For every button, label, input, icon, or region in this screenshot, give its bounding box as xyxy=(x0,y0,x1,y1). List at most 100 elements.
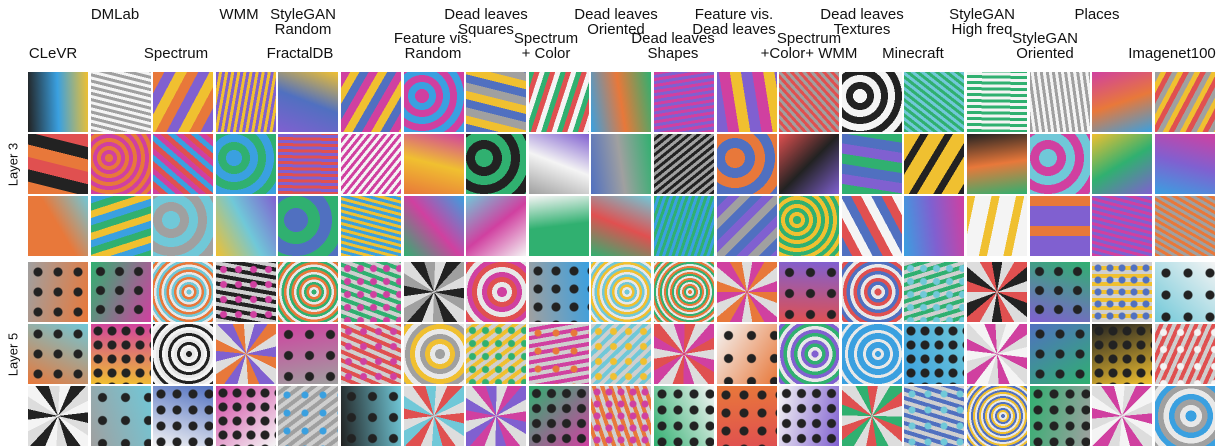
visualization-tile xyxy=(404,262,464,322)
column-header-top-2: StyleGAN Random xyxy=(270,7,336,37)
visualization-tile xyxy=(904,324,964,384)
header-line: Oriented xyxy=(587,21,645,38)
visualization-tile xyxy=(404,134,464,194)
visualization-tile xyxy=(404,324,464,384)
visualization-tile xyxy=(1030,72,1090,132)
visualization-tile xyxy=(591,196,651,256)
visualization-tile xyxy=(466,134,526,194)
visualization-tile xyxy=(341,324,401,384)
header-line: Imagenet100 xyxy=(1128,45,1216,62)
visualization-tile xyxy=(278,262,338,322)
visualization-tile xyxy=(1030,134,1090,194)
header-line: High freq xyxy=(951,21,1013,38)
visualization-tile xyxy=(654,324,714,384)
visualization-tile xyxy=(28,134,88,194)
visualization-tile xyxy=(591,324,651,384)
visualization-tile xyxy=(1030,196,1090,256)
header-line: FractalDB xyxy=(266,45,334,62)
visualization-tile xyxy=(216,134,276,194)
header-line: Oriented xyxy=(1016,45,1074,62)
visualization-tile xyxy=(529,196,589,256)
header-line: Dead leaves xyxy=(574,6,658,23)
visualization-tile xyxy=(91,262,151,322)
column-header-bottom-9: Imagenet100 xyxy=(1128,46,1216,61)
header-line: Dead leaves xyxy=(631,30,715,47)
column-header-bottom-0: CLeVR xyxy=(29,46,77,61)
header-line: Feature vis. xyxy=(393,30,473,47)
visualization-tile xyxy=(842,196,902,256)
visualization-tile xyxy=(153,386,213,446)
visualization-tile xyxy=(278,72,338,132)
visualization-tile xyxy=(779,134,839,194)
visualization-tile xyxy=(278,196,338,256)
visualization-tile xyxy=(466,386,526,446)
column-header-top-1: WMM xyxy=(219,7,258,22)
column-header-top-6: Dead leaves Textures xyxy=(820,7,903,37)
visualization-tile xyxy=(842,72,902,132)
visualization-tile xyxy=(28,386,88,446)
visualization-tile xyxy=(153,72,213,132)
visualization-tile xyxy=(591,134,651,194)
header-line: Places xyxy=(1074,6,1120,23)
visualization-tile xyxy=(1155,196,1215,256)
visualization-tile xyxy=(466,262,526,322)
visualization-tile xyxy=(91,72,151,132)
column-header-bottom-2: FractalDB xyxy=(267,46,334,61)
visualization-tile xyxy=(153,196,213,256)
column-header-bottom-3: Feature vis. Random xyxy=(394,31,472,61)
visualization-tile xyxy=(967,196,1027,256)
column-header-top-7: StyleGAN High freq xyxy=(949,7,1015,37)
visualization-tile xyxy=(153,324,213,384)
visualization-tile xyxy=(654,134,714,194)
visualization-tile xyxy=(1030,262,1090,322)
visualization-tile xyxy=(153,262,213,322)
visualization-tile xyxy=(1155,134,1215,194)
header-line: Feature vis. xyxy=(694,6,774,23)
header-line: Random xyxy=(274,21,332,38)
visualization-tile xyxy=(967,386,1027,446)
header-line: Minecraft xyxy=(882,45,944,62)
column-header-top-4: Dead leaves Oriented xyxy=(574,7,657,37)
row-label-layer-5: Layer 5 xyxy=(5,332,21,377)
visualization-tile xyxy=(779,324,839,384)
visualization-tile xyxy=(91,196,151,256)
visualization-tile xyxy=(717,324,777,384)
visualization-tile xyxy=(529,134,589,194)
column-header-bottom-8: StyleGAN Oriented xyxy=(1012,31,1078,61)
visualization-tile xyxy=(216,72,276,132)
header-line: StyleGAN xyxy=(1012,30,1078,47)
visualization-tile xyxy=(404,196,464,256)
header-line: StyleGAN xyxy=(949,6,1015,23)
header-line: CLeVR xyxy=(28,45,78,62)
visualization-tile xyxy=(654,72,714,132)
header-line: DMLab xyxy=(90,6,140,23)
visualization-tile xyxy=(904,72,964,132)
column-header-bottom-1: Spectrum xyxy=(144,46,208,61)
visualization-tile xyxy=(591,72,651,132)
header-line: Dead leaves xyxy=(444,6,528,23)
visualization-tile xyxy=(216,324,276,384)
visualization-tile xyxy=(654,262,714,322)
column-header-bottom-7: Minecraft xyxy=(882,46,944,61)
visualization-tile xyxy=(216,196,276,256)
visualization-tile xyxy=(967,72,1027,132)
visualization-tile xyxy=(341,72,401,132)
visualization-tile xyxy=(1092,72,1152,132)
visualization-tile xyxy=(278,324,338,384)
visualization-tile xyxy=(904,196,964,256)
column-header-bottom-6: Spectrum +Color+ WMM xyxy=(761,31,858,61)
row-label-layer-3: Layer 3 xyxy=(5,142,21,187)
visualization-tile xyxy=(779,72,839,132)
visualization-tile xyxy=(967,262,1027,322)
visualization-tile xyxy=(91,134,151,194)
visualization-tile xyxy=(1030,386,1090,446)
header-line: +Color+ WMM xyxy=(760,45,858,62)
visualization-tile xyxy=(91,386,151,446)
column-header-top-0: DMLab xyxy=(91,7,139,22)
column-header-top-5: Feature vis. Dead leaves xyxy=(692,7,775,37)
visualization-tile xyxy=(717,386,777,446)
visualization-tile xyxy=(341,196,401,256)
visualization-tile xyxy=(1030,324,1090,384)
header-line: Shapes xyxy=(647,45,699,62)
